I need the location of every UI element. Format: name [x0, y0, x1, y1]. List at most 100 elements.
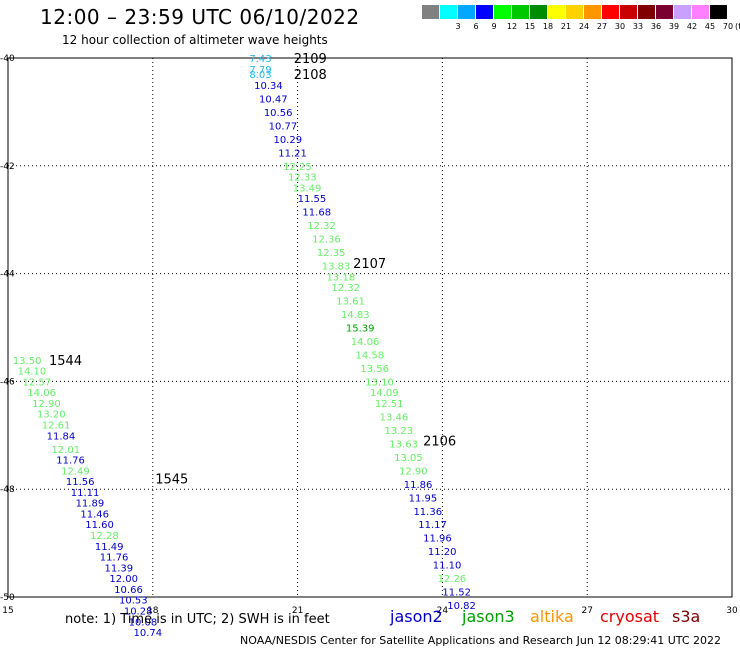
plot-frame	[7, 57, 733, 598]
data-label: 7.79	[249, 65, 271, 76]
data-label: 10.74	[133, 628, 162, 639]
legend-label: 36	[650, 22, 662, 31]
satellite-jason3: jason3	[462, 607, 515, 626]
legend-swatch	[602, 5, 620, 19]
legend-swatch	[512, 5, 530, 19]
data-label: 8.03	[249, 70, 271, 81]
data-label: 7.43	[249, 54, 271, 65]
track-label: 1545	[155, 472, 188, 487]
data-label: 12.32	[331, 283, 360, 294]
data-label: 12.36	[312, 235, 341, 246]
data-label: 10.29	[273, 135, 302, 146]
legend-swatch	[692, 5, 710, 19]
legend-swatch	[440, 5, 458, 19]
legend-unit: (ft)	[734, 22, 740, 31]
data-label: 12.25	[283, 162, 312, 173]
data-label: 11.76	[56, 456, 85, 467]
track-label: 2109	[294, 52, 327, 67]
data-label: 10.47	[259, 94, 288, 105]
legend-swatch-bar	[422, 5, 728, 19]
data-label: 11.68	[302, 208, 331, 219]
data-label: 11.11	[71, 488, 100, 499]
data-label: 12.49	[61, 466, 90, 477]
track-label: 1544	[49, 354, 82, 369]
track-label: 2106	[423, 435, 456, 450]
chart-title: 12:00 – 23:59 UTC 06/10/2022	[40, 5, 360, 29]
legend-label: 15	[524, 22, 536, 31]
legend-label: 6	[473, 22, 479, 31]
track-label: 2108	[294, 68, 327, 83]
data-label: 13.05	[394, 453, 423, 464]
data-label: 12.90	[32, 399, 61, 410]
x-tick-label: 21	[292, 606, 303, 616]
legend-label: 27	[596, 22, 608, 31]
data-label: 12.33	[288, 173, 317, 184]
legend-label: 30	[614, 22, 626, 31]
data-label: 11.46	[80, 509, 109, 520]
data-label: 11.39	[105, 563, 134, 574]
y-tick-label: -46	[0, 377, 15, 387]
data-label: 11.84	[47, 431, 76, 442]
legend-label: 42	[686, 22, 698, 31]
data-label: 11.55	[298, 194, 327, 205]
legend-swatch	[494, 5, 512, 19]
data-label: 10.66	[114, 585, 143, 596]
x-tick-label: 30	[726, 606, 738, 616]
data-label: 14.10	[18, 367, 47, 378]
data-label: 12.61	[42, 421, 71, 432]
legend-swatch	[656, 5, 674, 19]
x-tick-label: 15	[2, 606, 13, 616]
legend-swatch	[620, 5, 638, 19]
legend-swatch	[674, 5, 692, 19]
x-tick-label: 27	[581, 606, 592, 616]
satellite-cryosat: cryosat	[600, 607, 660, 626]
data-label: 12.57	[22, 377, 51, 388]
data-label: 11.60	[85, 520, 114, 531]
legend-swatch	[710, 5, 728, 19]
data-label: 13.83	[322, 262, 351, 273]
footer-credit: NOAA/NESDIS Center for Satellite Applica…	[240, 634, 722, 647]
data-label: 10.08	[129, 617, 158, 628]
y-tick-label: -40	[0, 54, 15, 64]
data-label: 10.82	[447, 601, 476, 612]
data-label: 10.53	[119, 596, 148, 607]
data-label: 12.28	[90, 531, 119, 542]
track-label: 2107	[353, 257, 386, 272]
data-label: 13.49	[293, 183, 322, 194]
data-label: 13.50	[13, 356, 42, 367]
data-label: 11.49	[95, 542, 124, 553]
data-label: 14.09	[370, 388, 399, 399]
legend-swatch	[476, 5, 494, 19]
data-label: 13.23	[384, 426, 413, 437]
data-label: 12.00	[109, 574, 138, 585]
satellite-altika: altika	[530, 607, 574, 626]
data-label: 12.26	[438, 574, 467, 585]
data-label: 11.76	[100, 553, 129, 564]
data-label: 13.18	[327, 272, 356, 283]
legend-label: 9	[491, 22, 497, 31]
data-label: 11.52	[442, 588, 471, 599]
note-text: note: 1) Time is in UTC; 2) SWH is in fe…	[65, 612, 330, 627]
data-label: 13.10	[365, 377, 394, 388]
data-label: 10.34	[254, 81, 283, 92]
data-label: 14.06	[27, 388, 56, 399]
legend-swatch	[422, 5, 440, 19]
legend-label: 12	[506, 22, 518, 31]
legend-label: 39	[668, 22, 680, 31]
legend-swatch	[566, 5, 584, 19]
legend-label: 33	[632, 22, 644, 31]
legend-label: 3	[455, 22, 461, 31]
data-label: 10.28	[124, 606, 153, 617]
data-label: 11.96	[423, 534, 452, 545]
data-label: 11.86	[404, 480, 433, 491]
legend-swatch	[548, 5, 566, 19]
data-label: 11.56	[66, 477, 95, 488]
legend-label: 18	[542, 22, 554, 31]
data-label: 12.90	[399, 466, 428, 477]
data-label: 12.51	[375, 399, 404, 410]
data-label: 11.89	[76, 499, 105, 510]
data-label: 11.95	[409, 493, 438, 504]
data-label: 10.77	[269, 121, 298, 132]
